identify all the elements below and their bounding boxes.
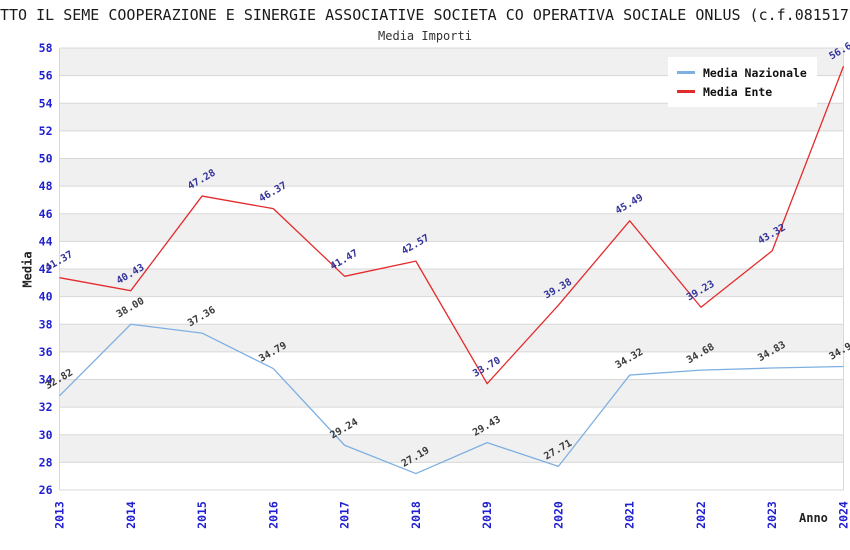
x-tick-label: 2024 [837, 501, 850, 529]
y-tick-label: 40 [39, 290, 53, 304]
x-tick-label: 2019 [480, 501, 494, 529]
legend-swatch-media-ente [677, 90, 695, 93]
legend: Media Nazionale Media Ente [668, 57, 817, 107]
x-tick-label: 2016 [266, 501, 280, 529]
y-tick-label: 42 [39, 262, 53, 276]
x-tick-label: 2017 [338, 501, 352, 529]
x-tick-label: 2018 [409, 501, 423, 529]
x-tick-label: 2014 [124, 501, 138, 529]
grid-band [59, 103, 844, 131]
point-label: 33.70 [471, 355, 503, 380]
y-tick-label: 46 [39, 207, 53, 221]
y-tick-label: 44 [39, 234, 53, 248]
y-axis-title: Media [20, 251, 35, 288]
series-line-media-ente [59, 65, 845, 385]
grid-band [59, 269, 844, 297]
x-tick-label: 2022 [694, 501, 708, 529]
y-tick-label: 30 [39, 428, 53, 442]
y-tick-label: 52 [39, 124, 53, 138]
y-tick-label: 32 [39, 400, 53, 414]
x-tick-label: 2021 [623, 501, 637, 529]
y-tick-label: 58 [39, 41, 53, 55]
series-line-media-nazionale [59, 323, 844, 475]
legend-label-media-nazionale: Media Nazionale [703, 65, 807, 80]
chart-title: TTO IL SEME COOPERAZIONE E SINERGIE ASSO… [0, 6, 850, 24]
legend-item-media-ente: Media Ente [677, 82, 807, 101]
y-tick-label: 54 [39, 96, 53, 110]
grid-band [59, 213, 844, 242]
x-tick-label: 2013 [53, 501, 67, 529]
grid-band [59, 324, 844, 352]
y-tick-label: 56 [39, 69, 53, 83]
y-tick-label: 34 [39, 373, 53, 387]
y-tick-label: 28 [39, 455, 53, 469]
point-label: 38.00 [115, 296, 147, 321]
grid-band [59, 379, 844, 408]
x-tick-label: 2020 [551, 501, 565, 529]
chart-subtitle: Media Importi [378, 29, 472, 43]
y-tick-label: 50 [39, 152, 53, 166]
legend-item-media-nazionale: Media Nazionale [677, 63, 807, 82]
x-axis-title: Anno [799, 511, 828, 525]
y-tick-label: 26 [39, 483, 53, 497]
y-tick-label: 36 [39, 345, 53, 359]
y-tick-label: 38 [39, 317, 53, 331]
point-label: 45.49 [614, 192, 646, 217]
y-tick-label: 48 [39, 179, 53, 193]
x-tick-label: 2023 [765, 501, 779, 529]
x-tick-label: 2015 [195, 501, 209, 529]
point-label: 56.68 [827, 38, 850, 63]
legend-label-media-ente: Media Ente [703, 84, 773, 99]
grid-band [59, 158, 844, 187]
legend-swatch-media-nazionale [677, 71, 695, 74]
